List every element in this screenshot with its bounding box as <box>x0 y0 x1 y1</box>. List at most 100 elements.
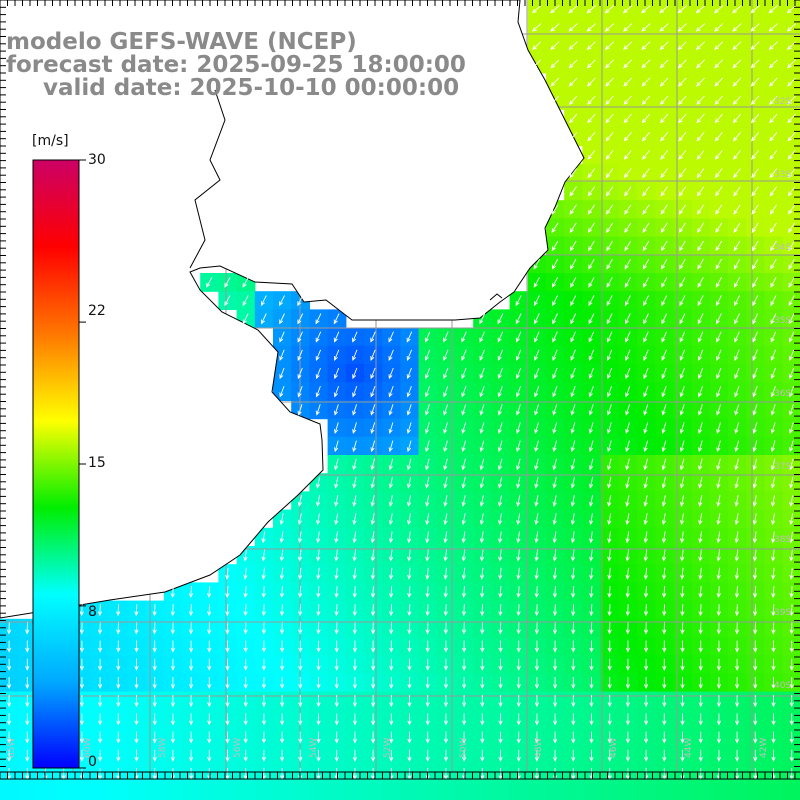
wind-arrow <box>643 513 648 526</box>
wind-cell <box>36 782 56 800</box>
axis-labels: 65W 60W 58W 56W 54W 52W 50W 48W 46W 44W 42W 32S 33S 3… <box>7 97 791 758</box>
wind-arrow <box>569 222 577 233</box>
wind-arrow <box>753 731 758 744</box>
wind-arrow <box>786 5 797 14</box>
wind-arrow <box>461 585 467 599</box>
wind-arrow <box>789 640 794 653</box>
wind-arrow <box>497 422 503 435</box>
wind-arrow <box>206 585 212 599</box>
wind-arrow <box>552 313 558 325</box>
wind-arrow <box>552 331 558 343</box>
wind-arrow <box>752 313 759 325</box>
wind-arrow <box>552 531 557 544</box>
wind-arrow <box>587 150 596 160</box>
wind-arrow <box>679 476 685 489</box>
wind-arrow <box>6 749 12 762</box>
wind-arrow <box>660 132 669 142</box>
wind-arrow <box>788 349 795 361</box>
wind-arrow <box>333 367 340 380</box>
wind-arrow <box>750 95 760 105</box>
wind-arrow <box>789 658 794 671</box>
wind-arrow <box>407 695 412 708</box>
wind-arrow <box>370 677 376 690</box>
wind-arrow <box>297 567 303 580</box>
wind-arrow <box>571 640 576 653</box>
wind-arrow <box>625 604 630 617</box>
colorbar-tick-30: 30 <box>88 152 106 168</box>
wind-arrow <box>788 313 795 325</box>
wind-arrow <box>753 640 758 653</box>
wind-arrow <box>97 604 103 617</box>
wind-arrow <box>516 567 521 580</box>
wind-arrow <box>698 622 703 635</box>
wind-arrow <box>261 313 267 325</box>
wind-arrow <box>334 604 339 617</box>
wind-arrow <box>677 59 687 69</box>
wind-arrow <box>697 240 704 252</box>
wind-arrow <box>605 150 614 160</box>
wind-arrow <box>188 695 194 708</box>
wind-arrow <box>261 531 266 544</box>
wind-arrow <box>678 113 687 124</box>
wind-arrow <box>480 658 485 671</box>
wind-arrow <box>625 367 631 380</box>
wind-arrow <box>714 168 723 179</box>
wind-arrow <box>389 640 394 653</box>
wind-arrow <box>116 622 121 635</box>
wind-arrow <box>751 113 760 124</box>
wind-arrow <box>352 385 358 398</box>
wind-arrow <box>768 59 778 69</box>
wind-arrow <box>316 585 321 599</box>
wind-arrow <box>425 677 430 690</box>
wind-arrow <box>297 331 303 343</box>
wind-arrow <box>370 495 375 507</box>
wind-arrow <box>789 695 794 708</box>
wind-arrow <box>789 585 794 599</box>
wind-arrow <box>388 567 394 580</box>
wind-arrow <box>605 113 614 124</box>
wind-arrow <box>589 531 594 544</box>
wind-arrow <box>425 567 430 580</box>
wind-arrow <box>298 731 303 744</box>
wind-arrow <box>770 404 776 416</box>
lat-label: 32S <box>774 97 791 107</box>
wind-arrow <box>789 440 794 453</box>
wind-arrow <box>734 567 739 580</box>
wind-arrow <box>352 331 358 343</box>
wind-arrow <box>770 440 776 453</box>
wind-arrow <box>570 367 576 380</box>
wind-arrow <box>297 313 304 325</box>
wind-arrow <box>552 713 558 726</box>
wind-arrow <box>298 713 303 726</box>
wind-arrow <box>497 385 503 398</box>
wind-arrow <box>643 640 649 653</box>
wind-arrow <box>679 295 686 307</box>
wind-arrow <box>695 41 706 51</box>
wind-arrow <box>515 313 522 325</box>
wind-cell <box>236 782 256 800</box>
wind-arrow <box>570 385 576 398</box>
wind-arrow <box>607 677 612 690</box>
wind-arrow <box>552 422 558 435</box>
wind-arrow <box>424 367 431 380</box>
wind-arrow <box>625 658 631 671</box>
wind-arrow <box>425 476 430 489</box>
lat-label: 39S <box>774 608 791 618</box>
wind-arrow <box>479 385 485 398</box>
wind-arrow <box>261 640 267 653</box>
wind-arrow <box>607 658 612 671</box>
wind-arrow <box>480 731 485 744</box>
wind-cell <box>455 782 474 800</box>
wind-arrow <box>570 440 576 453</box>
wind-arrow <box>716 476 721 489</box>
wind-arrow <box>589 749 594 762</box>
wind-arrow <box>461 458 466 471</box>
wind-arrow <box>606 295 613 307</box>
wind-arrow <box>279 349 285 361</box>
wind-arrow <box>388 440 394 453</box>
wind-arrow <box>552 549 557 562</box>
wind-arrow <box>698 713 703 726</box>
wind-arrow <box>786 23 797 32</box>
wind-arrow <box>588 422 594 435</box>
wind-arrow <box>623 23 633 32</box>
